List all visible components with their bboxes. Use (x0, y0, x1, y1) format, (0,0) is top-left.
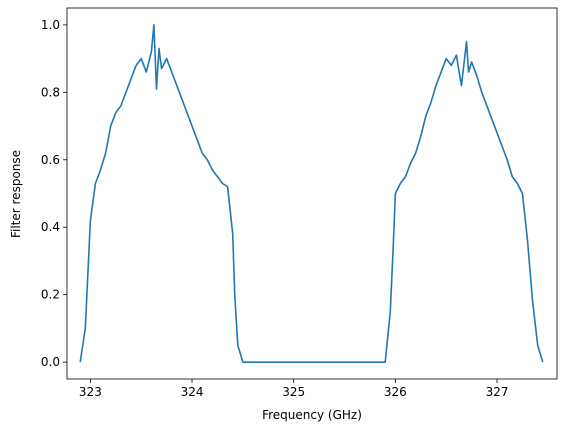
y-tick-label: 1.0 (41, 18, 60, 32)
axes-frame (66, 7, 558, 380)
x-axis-label: Frequency (GHz) (262, 408, 362, 422)
y-tick-label: 0.6 (41, 153, 60, 167)
x-tick-label: 324 (181, 385, 204, 399)
x-tick-label: 326 (384, 385, 407, 399)
y-tick-label: 0.4 (41, 220, 60, 234)
x-tick-label: 327 (486, 385, 509, 399)
y-axis: 0.0 0.2 0.4 0.6 0.8 1.0 (41, 18, 67, 369)
y-tick-label: 0.0 (41, 355, 60, 369)
x-axis: 323 324 325 326 327 (79, 379, 509, 399)
y-tick-label: 0.2 (41, 288, 60, 302)
x-tick-label: 325 (282, 385, 305, 399)
y-tick-label: 0.8 (41, 85, 60, 99)
series-line-0 (79, 24, 544, 363)
plot-area (79, 24, 544, 363)
y-axis-label: Filter response (9, 150, 23, 238)
x-tick-label: 323 (79, 385, 102, 399)
